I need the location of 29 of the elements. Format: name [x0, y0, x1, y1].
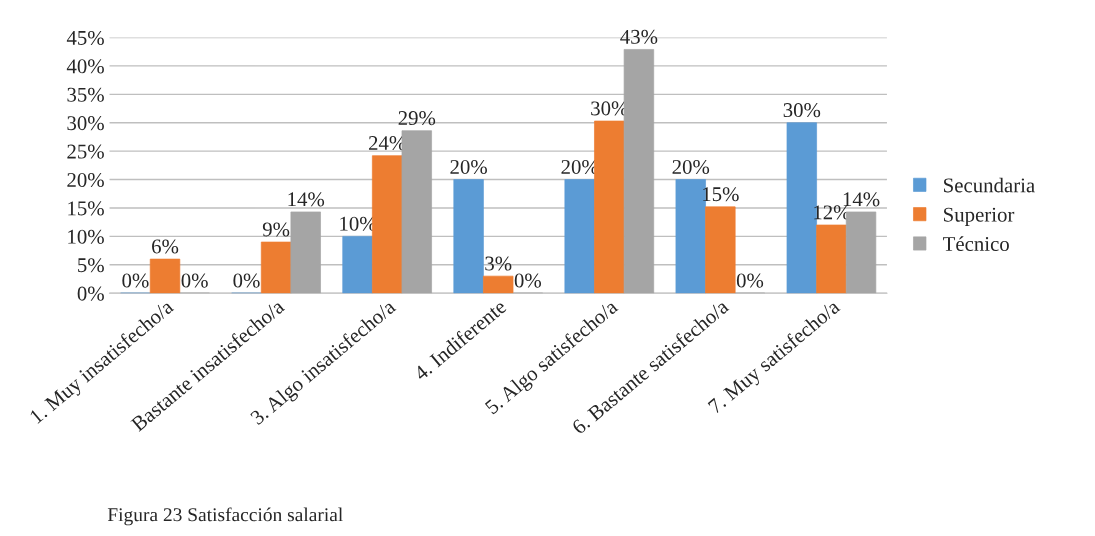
data-label: 0%: [181, 273, 208, 288]
legend-label: Técnico: [943, 236, 1009, 252]
data-label: 3%: [485, 256, 512, 271]
data-label: 20%: [672, 159, 710, 175]
data-label: 0%: [122, 273, 149, 288]
legend-label: Superior: [944, 207, 1015, 226]
data-label: 30%: [783, 103, 821, 118]
data-label: 6%: [152, 239, 179, 254]
y-tick-label: 15%: [68, 201, 104, 216]
data-label: 0%: [233, 273, 260, 288]
y-tick-label: 35%: [67, 87, 104, 102]
text: Figura 23 Satisfacción salarial: [107, 507, 343, 526]
y-tick-label: 40%: [66, 59, 104, 74]
y-tick-label: 5%: [78, 258, 104, 273]
y-tick-label: 0%: [77, 286, 104, 301]
y-tick-label: 25%: [67, 144, 104, 159]
y-tick-label: 10%: [68, 229, 104, 244]
data-label: 0%: [736, 273, 764, 288]
y-tick-label: 45%: [66, 30, 104, 46]
data-label: 29%: [398, 111, 436, 126]
data-label: 14%: [288, 192, 325, 207]
legend-label: Secundaria: [944, 177, 1035, 193]
y-tick-label: 30%: [67, 116, 104, 131]
data-label: 9%: [262, 222, 290, 237]
y-tick-label: 20%: [67, 172, 104, 188]
data-label: 14%: [843, 192, 880, 207]
data-label: 20%: [450, 159, 487, 175]
data-label: 0%: [514, 273, 542, 288]
data-label: 43%: [620, 29, 658, 44]
